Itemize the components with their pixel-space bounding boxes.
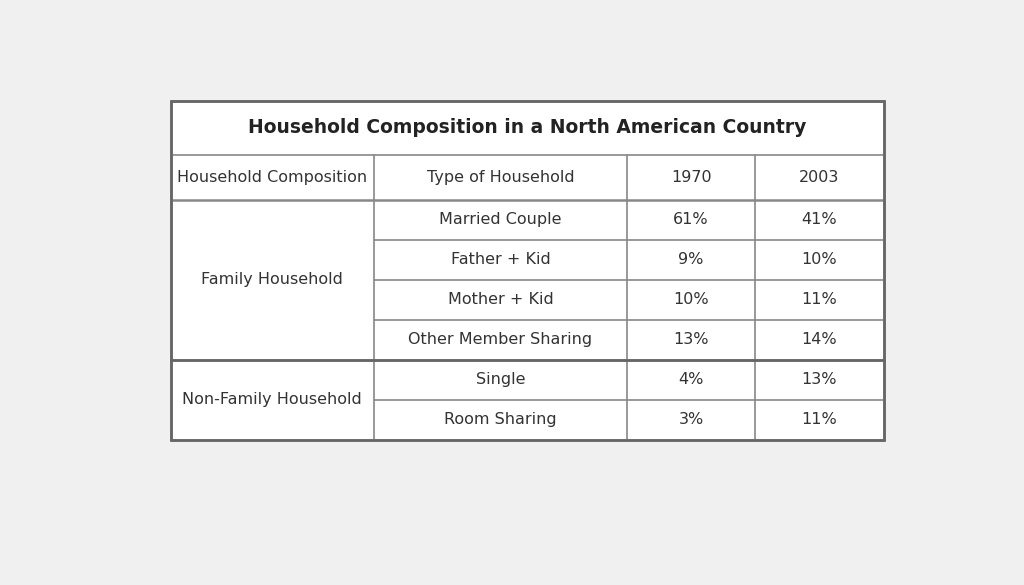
Text: 9%: 9% <box>679 252 703 267</box>
Text: 61%: 61% <box>674 212 709 227</box>
Text: Household Composition in a North American Country: Household Composition in a North America… <box>248 118 806 137</box>
Text: 2003: 2003 <box>800 170 840 185</box>
Text: 41%: 41% <box>802 212 838 227</box>
Text: 10%: 10% <box>802 252 838 267</box>
Text: Family Household: Family Household <box>202 272 343 287</box>
Text: Father + Kid: Father + Kid <box>451 252 550 267</box>
Text: 13%: 13% <box>802 372 838 387</box>
Text: Room Sharing: Room Sharing <box>444 412 557 427</box>
Text: 4%: 4% <box>679 372 703 387</box>
Text: 13%: 13% <box>674 332 709 347</box>
Text: Other Member Sharing: Other Member Sharing <box>409 332 593 347</box>
Text: Non-Family Household: Non-Family Household <box>182 393 362 407</box>
Text: 11%: 11% <box>802 412 838 427</box>
Text: 11%: 11% <box>802 292 838 307</box>
Text: 1970: 1970 <box>671 170 712 185</box>
Text: Type of Household: Type of Household <box>427 170 574 185</box>
Text: Household Composition: Household Composition <box>177 170 368 185</box>
Bar <box>171 101 884 440</box>
Text: Mother + Kid: Mother + Kid <box>447 292 553 307</box>
Text: 14%: 14% <box>802 332 838 347</box>
Text: Married Couple: Married Couple <box>439 212 561 227</box>
Text: 3%: 3% <box>679 412 703 427</box>
Bar <box>171 101 884 440</box>
Text: 10%: 10% <box>674 292 709 307</box>
Text: Single: Single <box>475 372 525 387</box>
